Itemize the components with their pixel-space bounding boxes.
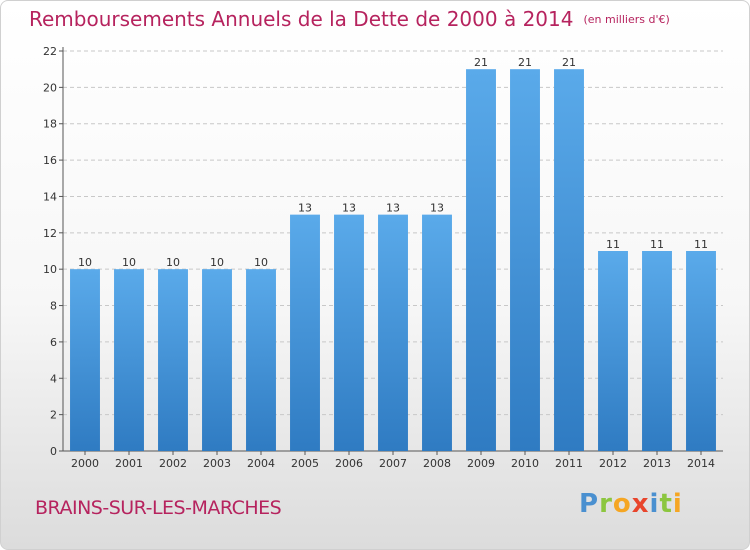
data-label: 10 <box>166 256 180 269</box>
bar <box>422 214 452 451</box>
y-tick-label: 16 <box>43 154 57 167</box>
x-tick-label: 2004 <box>247 457 275 470</box>
x-tick-label: 2010 <box>511 457 539 470</box>
x-tick-label: 2012 <box>599 457 627 470</box>
y-tick-label: 14 <box>43 190 57 203</box>
bar <box>290 214 320 451</box>
data-label: 11 <box>606 238 620 251</box>
bar <box>114 269 144 451</box>
y-tick-label: 10 <box>43 263 57 276</box>
data-label: 21 <box>474 56 488 69</box>
y-tick-label: 4 <box>50 372 57 385</box>
x-tick-label: 2009 <box>467 457 495 470</box>
data-label: 10 <box>210 256 224 269</box>
x-tick-label: 2000 <box>71 457 99 470</box>
x-tick-label: 2003 <box>203 457 231 470</box>
chart-title-text: Remboursements Annuels de la Dette de 20… <box>29 7 574 31</box>
bar <box>686 251 716 451</box>
labels: 0 2 4 6 8 10 12 14 16 18 20 22 2000 10 2001 10 2002 10 200… <box>43 45 715 470</box>
bar <box>466 69 496 451</box>
data-label: 21 <box>562 56 576 69</box>
data-label: 10 <box>254 256 268 269</box>
data-label: 10 <box>78 256 92 269</box>
x-tick-label: 2002 <box>159 457 187 470</box>
x-tick-label: 2014 <box>687 457 715 470</box>
y-tick-label: 20 <box>43 81 57 94</box>
bar <box>158 269 188 451</box>
data-label: 11 <box>650 238 664 251</box>
commune-name: BRAINS-SUR-LES-MARCHES <box>35 497 282 519</box>
bar <box>334 214 364 451</box>
bars <box>70 69 716 451</box>
y-tick-label: 0 <box>50 445 57 458</box>
bar <box>642 251 672 451</box>
bar <box>510 69 540 451</box>
x-tick-label: 2013 <box>643 457 671 470</box>
proxiti-logo: Proxiti <box>579 489 683 519</box>
bar <box>70 269 100 451</box>
data-label: 11 <box>694 238 708 251</box>
y-tick-label: 22 <box>43 45 57 58</box>
bar <box>554 69 584 451</box>
data-label: 21 <box>518 56 532 69</box>
x-tick-label: 2008 <box>423 457 451 470</box>
x-tick-label: 2006 <box>335 457 363 470</box>
logo-letter: r <box>599 489 613 519</box>
data-label: 13 <box>386 202 400 215</box>
chart-title: Remboursements Annuels de la Dette de 20… <box>29 7 670 31</box>
x-tick-label: 2001 <box>115 457 143 470</box>
logo-letter: x <box>631 489 650 519</box>
logo-letter: t <box>659 489 673 519</box>
bar <box>598 251 628 451</box>
data-label: 13 <box>342 202 356 215</box>
x-tick-label: 2011 <box>555 457 583 470</box>
y-tick-label: 12 <box>43 227 57 240</box>
y-tick-label: 18 <box>43 118 57 131</box>
chart-subtitle: (en milliers d'€) <box>583 13 670 26</box>
y-tick-label: 8 <box>50 300 57 313</box>
data-label: 13 <box>430 202 444 215</box>
bar <box>378 214 408 451</box>
bar <box>202 269 232 451</box>
y-tick-label: 6 <box>50 336 57 349</box>
logo-letter: P <box>579 489 600 519</box>
bar <box>246 269 276 451</box>
logo-letter: i <box>672 489 683 519</box>
x-tick-label: 2005 <box>291 457 319 470</box>
x-tick-label: 2007 <box>379 457 407 470</box>
y-tick-label: 2 <box>50 409 57 422</box>
data-label: 13 <box>298 202 312 215</box>
logo-letter: i <box>649 489 660 519</box>
data-label: 10 <box>122 256 136 269</box>
logo-letter: o <box>612 489 632 519</box>
